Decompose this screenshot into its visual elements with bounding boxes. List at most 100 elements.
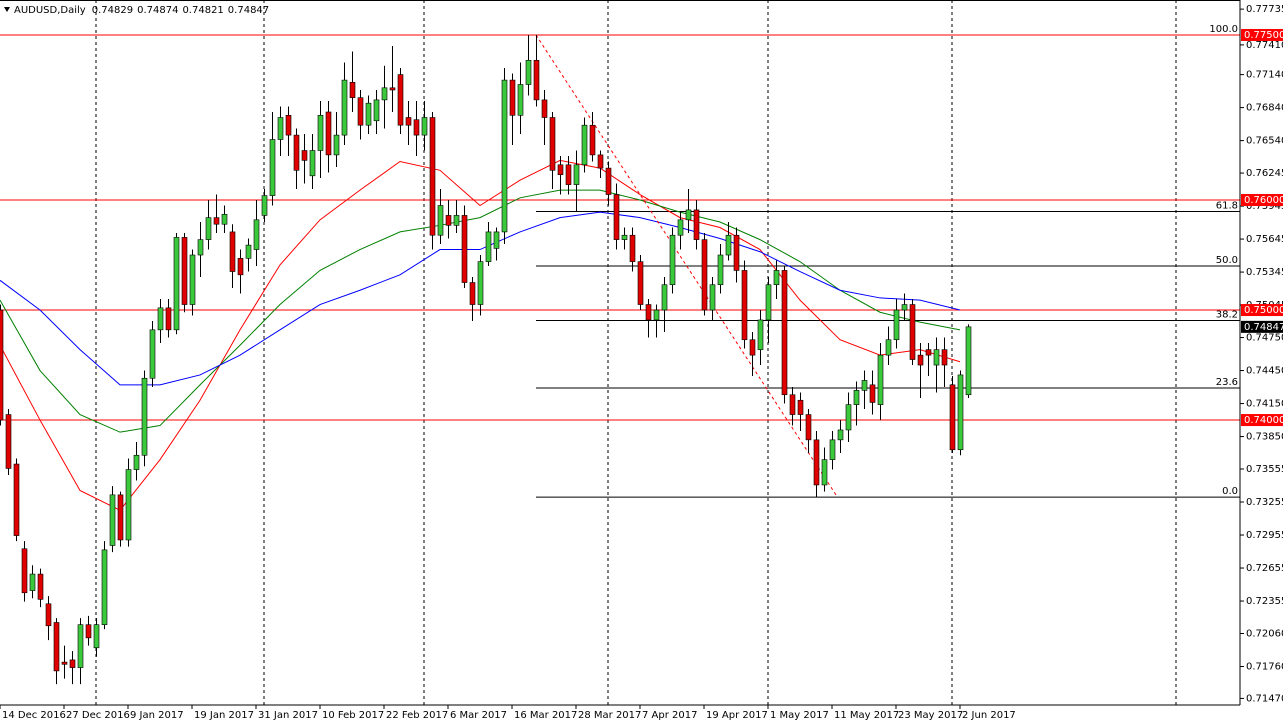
candle-body [101,549,108,625]
candle-body [437,205,444,236]
candle-body [269,139,276,196]
candle-body [205,217,212,240]
candle-body [277,117,284,140]
open: 0.74829 [92,5,133,16]
candle-body [949,384,956,451]
price-tag-label: 0.74847 [1244,322,1283,333]
candle-body [669,234,676,286]
y-tick-label: 0.73555 [1246,464,1283,475]
candle-body [421,117,428,136]
candle-body [53,622,60,672]
level-tag-label: 0.74000 [1244,415,1283,426]
x-tick-label: 28 Mar 2017 [578,710,641,721]
candle-body [349,81,356,98]
x-tick-label: 10 Feb 2017 [322,710,384,721]
x-tick-label: 19 Jan 2017 [194,710,254,721]
moving-average [0,211,961,386]
candle-body [629,234,636,262]
level-tag-label: 0.76000 [1244,195,1283,206]
candle-body [125,469,132,541]
candle-body [741,270,748,341]
candle-body [965,326,972,396]
candle-body [869,384,876,403]
x-tick-label: 31 Jan 2017 [258,710,318,721]
close: 0.74847 [228,5,269,16]
candle-body [653,309,660,321]
candle-body [613,194,620,240]
candle-body [685,209,692,221]
candle-body [557,164,564,176]
level-tag [1241,194,1283,207]
candle-body [149,329,156,379]
candle-body [133,454,140,470]
candle-body [909,304,916,360]
candle-body [757,319,764,350]
x-tick-label: 23 May 2017 [898,710,963,721]
x-tick-label: 2 Jun 2017 [962,710,1016,721]
candle-body [61,661,68,665]
candle-body [717,254,724,286]
candle-body [925,349,932,356]
fibo-label: 61.8 [1216,201,1238,212]
x-tick-label: 6 Mar 2017 [450,710,507,721]
symbol: AUDUSD,Daily [14,5,86,16]
candle-body [789,394,796,415]
candle-body [341,79,348,136]
candle-body [645,304,652,321]
candle-body [701,239,708,311]
fibo-label: 100.0 [1209,24,1238,35]
candle-body [901,304,908,311]
candle-body [189,254,196,305]
candle-body [221,214,228,225]
fibo-label: 38.2 [1216,310,1238,321]
candle-body [621,234,628,240]
y-tick-label: 0.72655 [1246,563,1283,574]
candle-body [813,439,820,486]
candle-body [517,84,524,116]
candle-body [533,59,540,101]
candle-body [805,414,812,441]
fibo-label: 0.0 [1222,486,1238,497]
menu-icon [4,7,10,12]
candle-body [293,134,300,171]
y-tick-label: 0.75645 [1246,234,1283,245]
candle-body [389,87,396,91]
candle-body [37,573,44,600]
candle-body [21,548,28,594]
level-tag [1241,28,1283,41]
x-tick-label: 11 May 2017 [834,710,899,721]
x-tick-label: 16 Mar 2017 [514,710,577,721]
candle-body [429,117,436,236]
candle-body [917,354,924,366]
candle-body [117,494,124,541]
candle-body [181,237,188,305]
candle-body [93,624,100,649]
fibo-label: 23.6 [1216,377,1238,388]
candle-body [709,284,716,311]
candle-body [365,102,372,126]
candle-body [157,307,164,331]
candle-body [77,624,84,668]
candle-body [301,150,308,161]
candle-body [309,150,316,177]
y-tick-label: 0.73255 [1246,497,1283,508]
candle-body [845,404,852,431]
y-tick-label: 0.72955 [1246,530,1283,541]
candle-body [69,659,76,668]
level-tag [1241,414,1283,427]
level-tag-label: 0.77500 [1244,30,1283,41]
candle-body [0,309,4,421]
candle-body [733,234,740,271]
candle-body [541,99,548,118]
candle-body [165,307,172,331]
candle-body [565,164,572,185]
candle-body [597,154,604,169]
moving-average [0,189,961,433]
